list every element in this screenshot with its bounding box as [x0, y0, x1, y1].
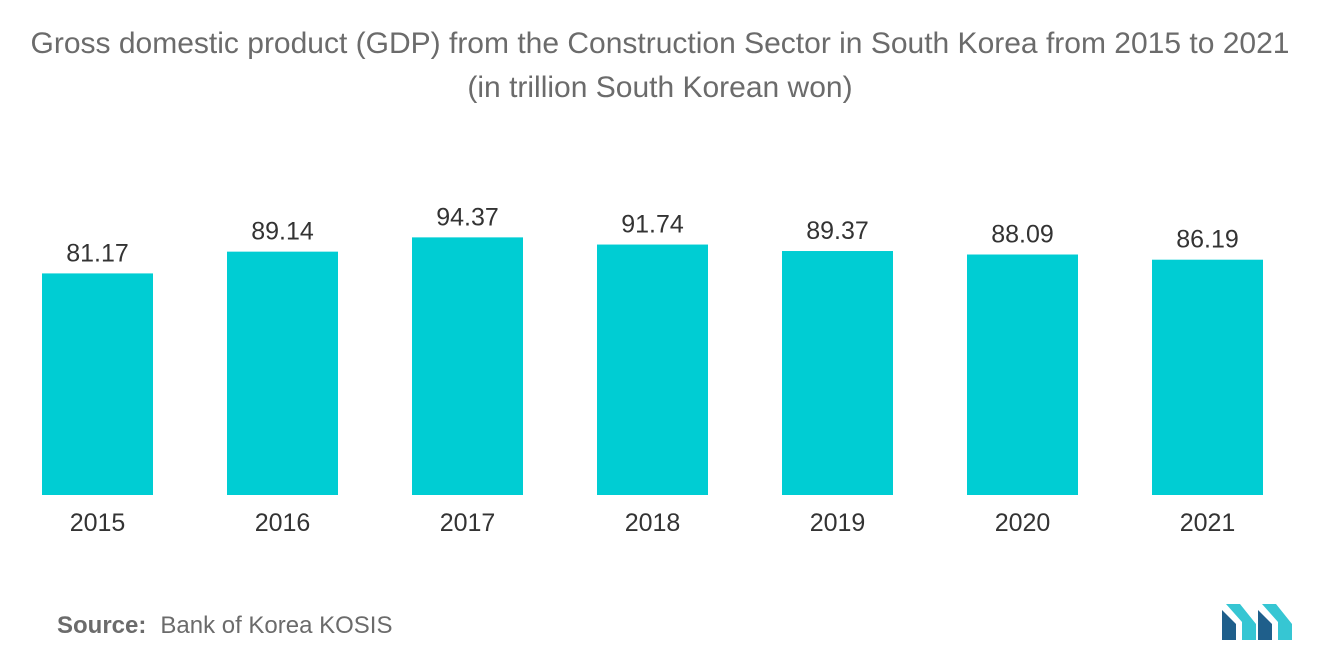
mordor-intelligence-logo-icon	[1222, 604, 1292, 640]
x-tick-label-2021: 2021	[1180, 509, 1236, 537]
bar-2017	[412, 237, 523, 495]
x-tick-label-2015: 2015	[70, 509, 126, 537]
bar-2020	[967, 254, 1078, 495]
x-tick-label-2018: 2018	[625, 509, 681, 537]
source-text: Bank of Korea KOSIS	[160, 612, 393, 639]
bar-2016	[227, 251, 338, 495]
bar-2021	[1152, 259, 1263, 495]
data-label-2015: 81.17	[66, 239, 129, 267]
data-label-2016: 89.14	[251, 218, 314, 246]
x-tick-label-2019: 2019	[810, 509, 866, 537]
x-tick-label-2020: 2020	[995, 509, 1051, 537]
data-label-2020: 88.09	[991, 221, 1054, 249]
x-tick-label-2017: 2017	[440, 509, 496, 537]
bar-chart: 81.17 89.14 94.37 91.74 89.37 88.09 86.19 2015…	[42, 203, 1263, 537]
bar-2018	[597, 244, 708, 495]
data-label-2021: 86.19	[1176, 226, 1239, 254]
bar-2015	[42, 273, 153, 495]
data-label-2018: 91.74	[621, 211, 684, 239]
source-note: Source: Bank of Korea KOSIS	[57, 612, 392, 640]
data-label-2019: 89.37	[806, 217, 869, 245]
bar-2019	[782, 251, 893, 495]
chart-title: Gross domestic product (GDP) from the Co…	[30, 27, 1290, 104]
x-tick-label-2016: 2016	[255, 509, 311, 537]
source-label: Source:	[57, 612, 147, 639]
data-label-2017: 94.37	[436, 203, 499, 231]
